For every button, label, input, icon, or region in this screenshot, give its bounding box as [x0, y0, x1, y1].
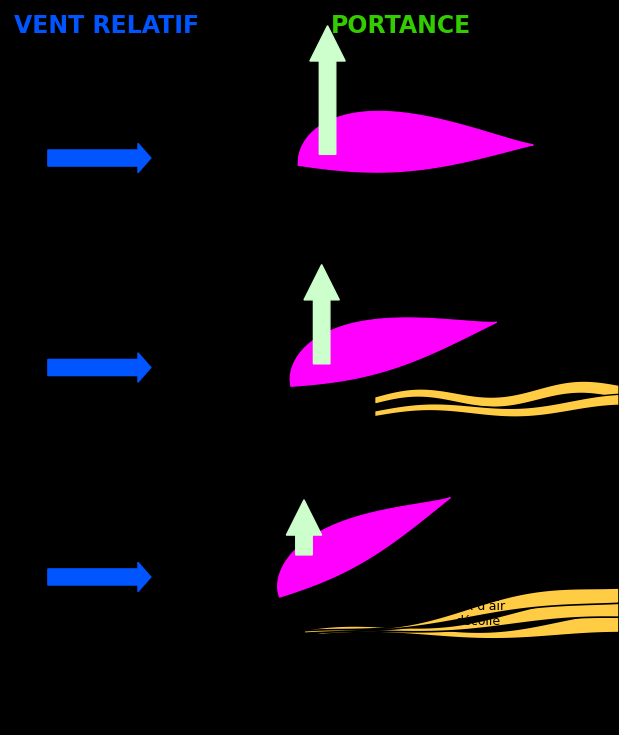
FancyArrow shape: [304, 265, 339, 364]
Text: PORTANCE: PORTANCE: [331, 14, 471, 37]
Polygon shape: [304, 598, 619, 633]
FancyArrow shape: [48, 143, 151, 173]
Polygon shape: [290, 318, 496, 386]
Polygon shape: [304, 612, 619, 639]
Polygon shape: [298, 112, 533, 172]
Polygon shape: [278, 498, 450, 597]
Text: VENT RELATIF: VENT RELATIF: [14, 14, 199, 37]
FancyArrow shape: [48, 562, 151, 592]
FancyArrow shape: [48, 353, 151, 382]
Polygon shape: [374, 381, 619, 407]
Polygon shape: [374, 394, 619, 417]
FancyArrow shape: [310, 26, 345, 154]
FancyArrow shape: [287, 500, 322, 555]
Polygon shape: [304, 588, 619, 634]
Text: flux d'air
décollé: flux d'air décollé: [450, 600, 505, 628]
